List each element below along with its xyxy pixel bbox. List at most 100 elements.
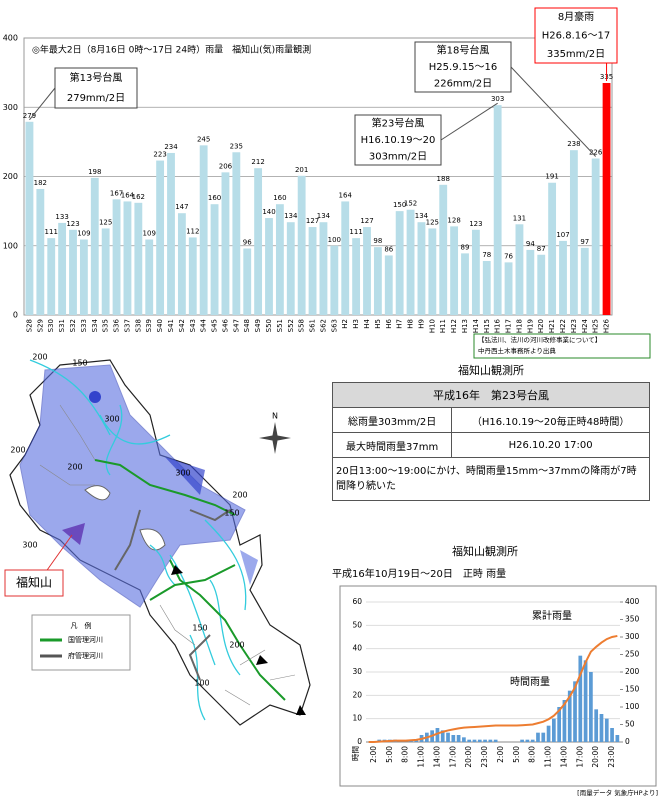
callout-text: 第18号台風 [437,43,490,56]
bar [580,247,589,315]
bar [493,105,502,315]
x-tick-label: S34 [91,318,99,332]
contour-label: 100 [194,679,209,688]
y-tick-label: 60 [352,597,362,606]
x-tick-label: 14:00 [559,746,568,768]
x-tick-label: H3 [352,319,360,329]
y2-tick-label: 300 [625,632,640,641]
bar [472,739,477,742]
x-tick-label: S33 [80,319,88,332]
value-label: 191 [545,173,558,181]
value-label: 97 [580,238,589,246]
y2-tick-label: 50 [625,720,635,729]
bar [552,718,556,742]
x-tick-label: S49 [254,319,262,332]
value-label: 89 [461,243,470,251]
x-tick-label: S44 [200,318,208,332]
bar [112,199,121,315]
bar [594,709,599,742]
rain-area [240,550,258,585]
value-label: 164 [121,191,135,199]
x-tick-label: S36 [113,318,121,332]
y-tick-label: 100 [3,241,18,250]
bar [488,739,493,742]
bar [373,247,382,315]
bar [562,700,567,742]
x-tick-label: H16 [494,318,502,333]
value-label: 303 [491,95,504,103]
x-tick-label: S52 [287,319,295,332]
y-tick-label: 0 [13,311,18,320]
bar [602,83,611,315]
series-label: 累計雨量 [532,610,572,622]
bar [589,672,593,742]
value-label: 235 [230,142,243,150]
value-label: 150 [393,201,406,209]
bar [79,239,88,315]
bar [275,204,284,315]
contour-label: 200 [67,463,82,472]
value-label: 76 [504,252,513,260]
x-tick-label: 17:00 [448,746,457,768]
x-tick-label: H23 [570,319,578,333]
bar [123,201,132,315]
bar [156,160,165,315]
bar [286,222,295,315]
cell: 総雨量303mm/2日 [331,407,453,433]
callout-arrow [440,102,498,141]
bar [428,228,437,315]
bar [395,211,404,315]
source-box [473,333,651,359]
x-tick-label: S47 [232,319,240,332]
bar [526,249,535,315]
bar [210,204,219,315]
bar [69,229,77,315]
x-tick-label: 2:00 [496,746,505,763]
x-tick-label: H25 [592,319,600,333]
value-label: 86 [384,245,393,253]
bar [58,222,67,315]
value-label: 100 [328,236,341,244]
callout-text: 8月豪雨 [558,10,594,23]
value-label: 123 [469,220,482,228]
bar [47,238,56,315]
x-tick-label: S41 [167,319,175,332]
contour-label: 200 [232,491,247,500]
annual-chart: 0 100 200 300 400 ◎年最大2日（8月16日 0時～17日 24時）雨量 … [3,7,651,359]
x-tick-label: H10 [428,319,436,333]
legend-label: 府管理河川 [68,651,103,660]
source: [雨量データ 気象庁HPより] [577,788,658,797]
value-label: 134 [415,212,429,220]
rain-area [165,457,205,495]
x-tick-label: 2:00 [369,746,378,763]
y-tick-label: 30 [352,667,362,676]
x-tick-label: H20 [537,319,545,333]
x-axis-label: 時間 [351,746,360,761]
callout-text: H25.9.15～16 [429,62,497,73]
contour-label: 300 [175,469,190,478]
bar [384,255,393,315]
value-label: 125 [99,218,112,226]
contour-label: 200 [229,641,244,650]
bar [546,725,551,742]
x-tick-label: S29 [36,319,44,332]
value-label: 127 [306,217,319,225]
bar [573,681,577,742]
x-tick-label: S42 [178,319,186,332]
bar [537,254,546,315]
x-tick-label: 17:00 [575,746,584,768]
bar [525,739,530,742]
x-tick-label: 11:00 [544,746,553,768]
table-note: 20日13:00～19:00にかけ、時間雨量15mm～37mmの降雨が7時間降り… [332,458,650,501]
x-tick-label: H2 [341,319,349,329]
source-text: 【弘法川、法川の河川改修事業について】 [478,335,601,344]
bar [243,248,252,315]
x-tick-label: 8:00 [528,746,537,763]
bar [599,714,604,742]
value-label: 87 [537,245,546,253]
value-label: 234 [164,143,178,151]
contour-label: 150 [72,359,87,368]
bar [145,239,154,315]
x-tick-label: H6 [385,318,393,328]
